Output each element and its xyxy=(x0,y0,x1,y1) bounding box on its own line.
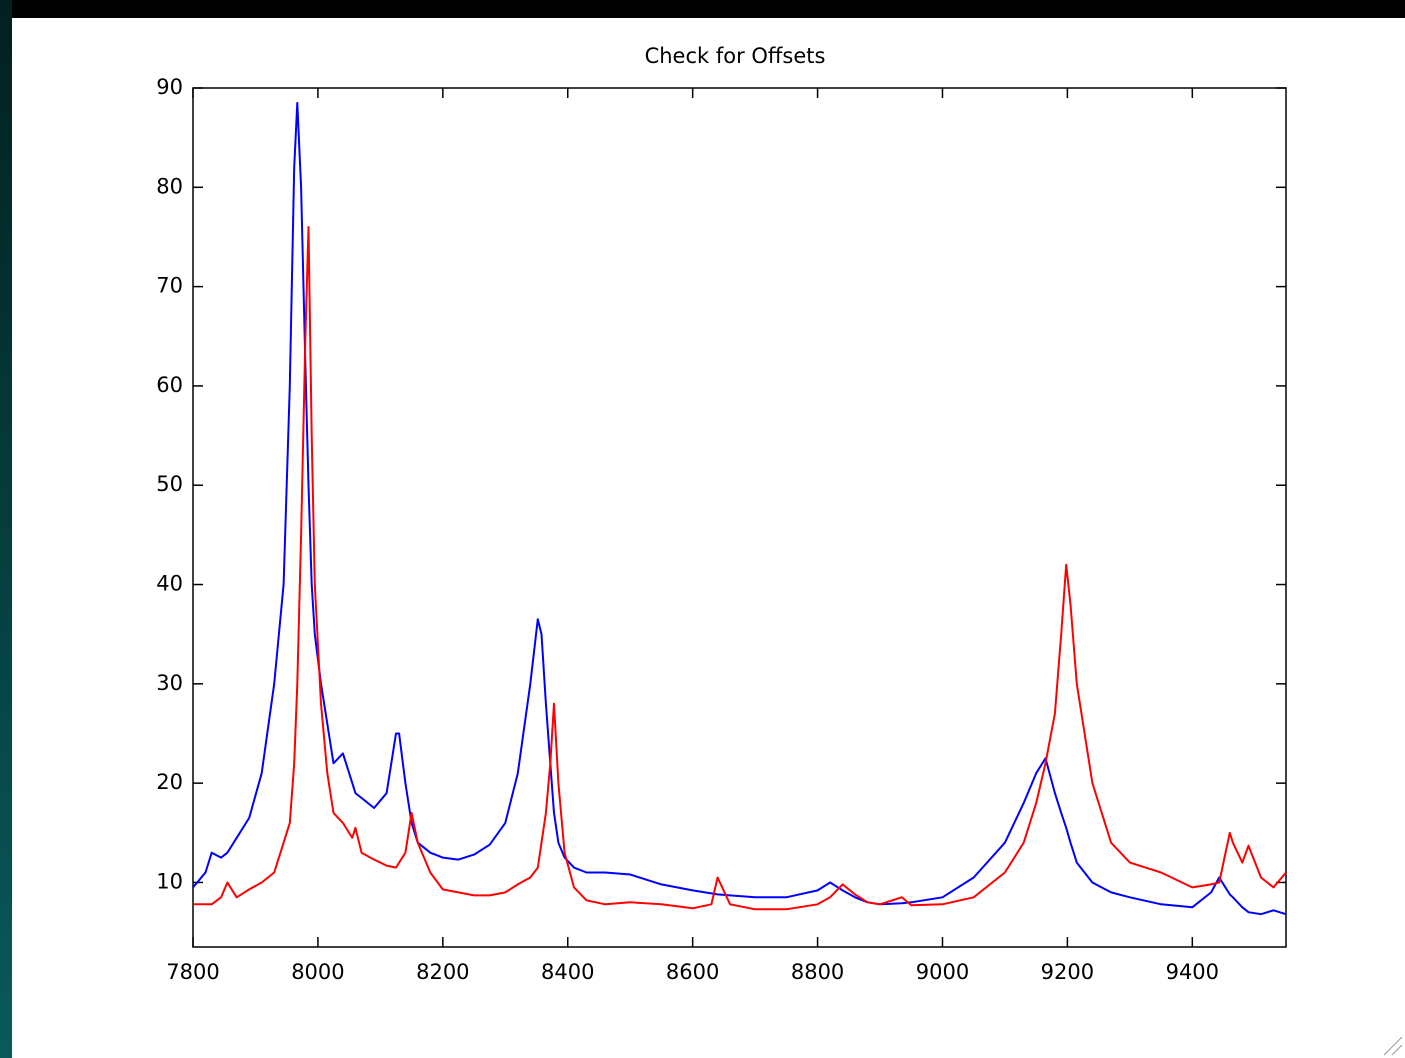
x-tick-label: 7800 xyxy=(166,960,219,984)
x-tick-label: 8600 xyxy=(666,960,719,984)
window-edge xyxy=(0,0,12,1058)
figure-window xyxy=(12,18,1405,1058)
y-tick-label: 80 xyxy=(156,174,183,198)
y-tick-label: 70 xyxy=(156,274,183,298)
y-tick-label: 30 xyxy=(156,671,183,695)
y-tick-label: 60 xyxy=(156,373,183,397)
x-tick-label: 9200 xyxy=(1041,960,1094,984)
resize-grip xyxy=(1383,1036,1403,1056)
x-tick-label: 8200 xyxy=(416,960,469,984)
data-line xyxy=(192,101,1287,916)
x-tick-label: 8800 xyxy=(791,960,844,984)
axes-box xyxy=(192,87,1287,948)
data-line xyxy=(193,226,1287,911)
y-tick-label: 10 xyxy=(156,869,183,893)
y-tick-label: 50 xyxy=(156,472,183,496)
x-tick-label: 8000 xyxy=(291,960,344,984)
y-tick-label: 20 xyxy=(156,770,183,794)
x-tick-label: 9000 xyxy=(916,960,969,984)
y-tick-label: 40 xyxy=(156,572,183,596)
x-tick-label: 8400 xyxy=(541,960,594,984)
chart-title: Check for Offsets xyxy=(645,44,826,68)
y-tick-label: 90 xyxy=(156,75,183,99)
x-tick-label: 9400 xyxy=(1166,960,1219,984)
